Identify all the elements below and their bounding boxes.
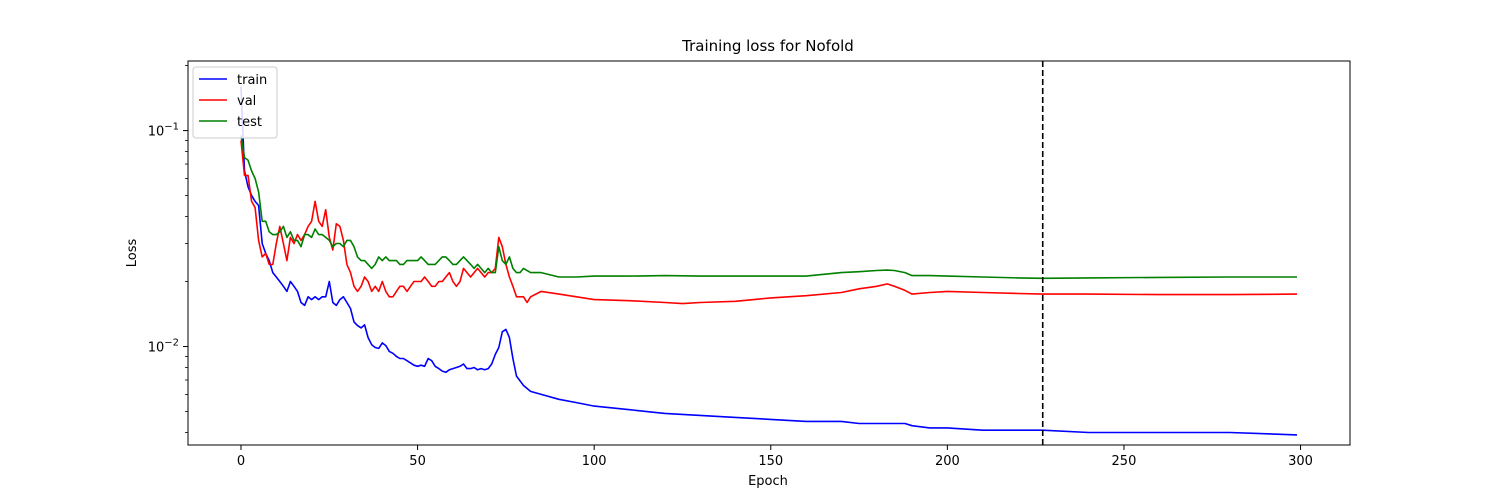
series-line-train: [240, 86, 1298, 436]
chart-title: Training loss for Nofold: [681, 37, 854, 55]
x-tick-label: 0: [237, 454, 245, 469]
series-layer: [240, 86, 1298, 436]
x-tick-label: 250: [1112, 454, 1137, 469]
x-axis-label: Epoch: [748, 474, 788, 489]
series-line-val: [240, 140, 1298, 305]
y-tick-label: 10−2: [148, 338, 179, 356]
x-tick-label: 100: [582, 454, 607, 469]
y-axis-ticks: 10−2 10−1: [148, 65, 188, 433]
legend-label-val: val: [237, 94, 256, 109]
legend: train val test: [192, 66, 278, 139]
x-axis-ticks: 0 50 100 150 200 250 300: [237, 445, 1313, 469]
x-tick-label: 150: [758, 454, 783, 469]
legend-label-test: test: [237, 115, 262, 130]
legend-label-train: train: [237, 73, 267, 88]
y-axis-label: Loss: [125, 239, 140, 268]
series-line-test: [240, 135, 1297, 280]
plot-frame: [187, 60, 1351, 446]
y-tick-label: 10−1: [148, 122, 179, 140]
x-tick-label: 200: [935, 454, 960, 469]
x-tick-label: 50: [409, 454, 426, 469]
x-tick-label: 300: [1288, 454, 1313, 469]
